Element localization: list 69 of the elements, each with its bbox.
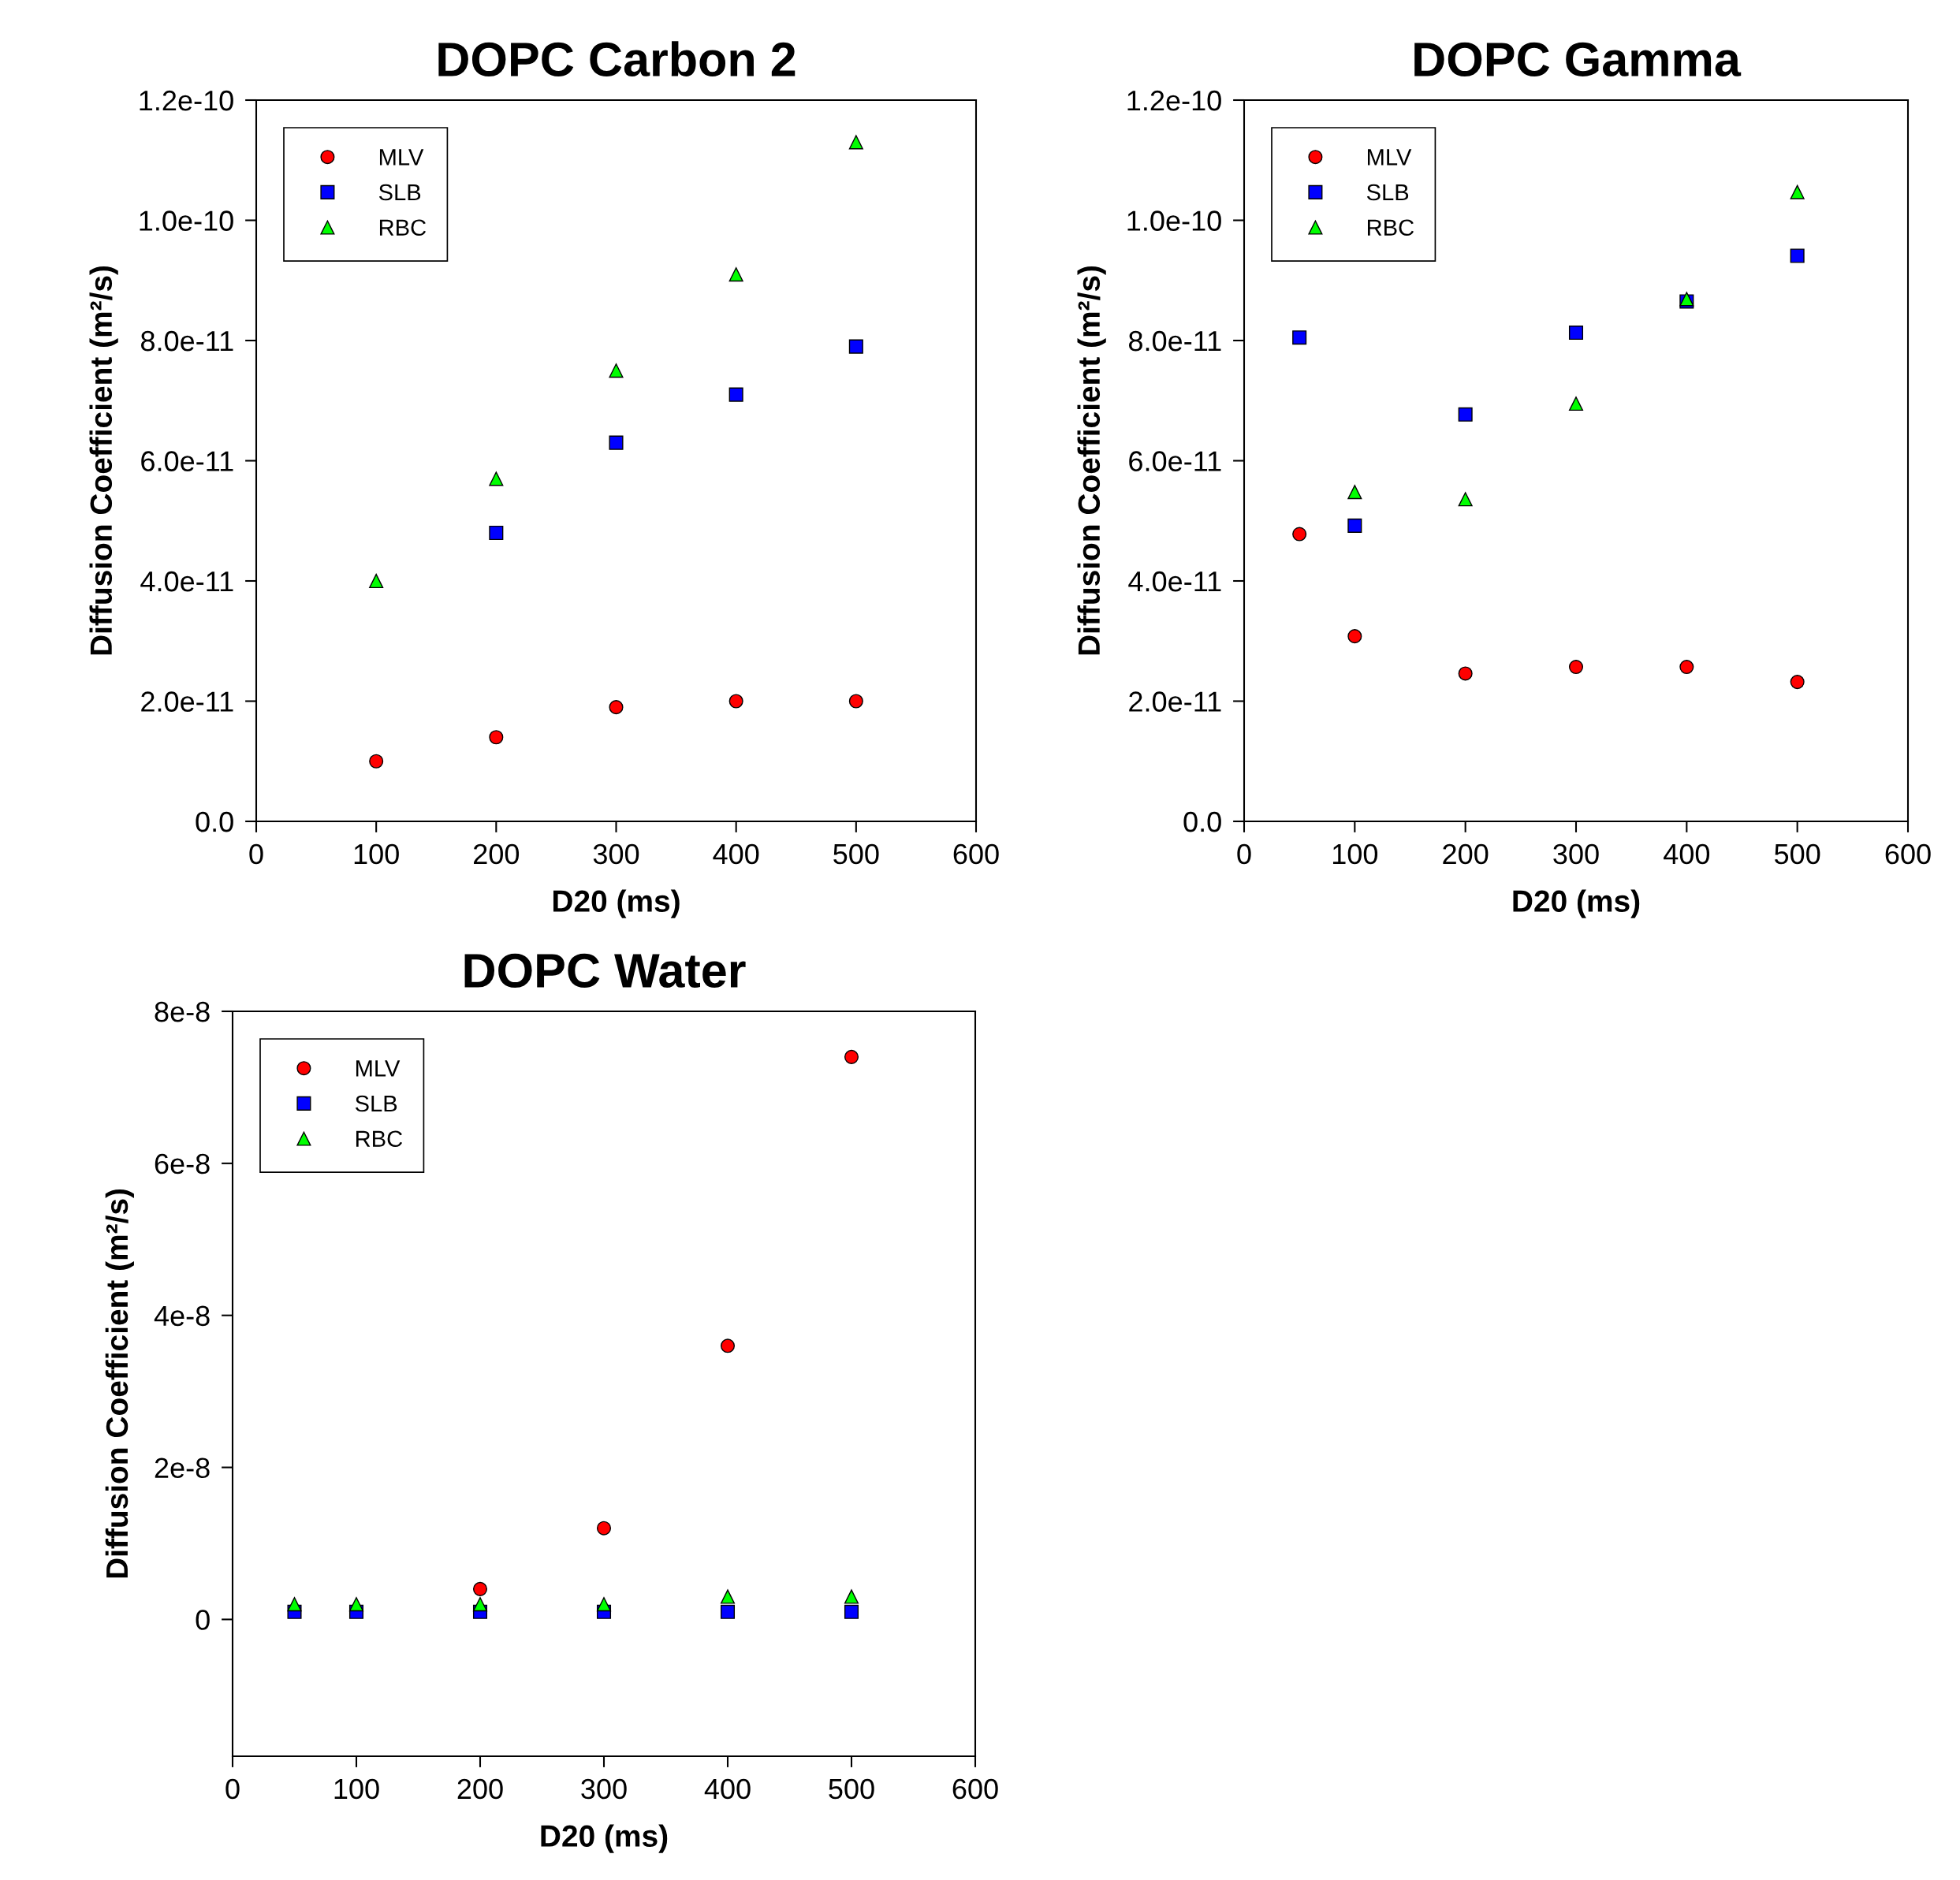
y-tick-label: 8e-8 [155,1001,210,1022]
legend-label: SLB [355,1095,397,1112]
x-tick-label: 600 [953,843,999,865]
point [596,1597,612,1612]
y-tick-label: 1.2e-10 [1127,90,1221,111]
x-tick-label: 200 [1443,843,1489,865]
y-tick-label: 0.0 [196,811,233,832]
y-tick-label: 2e-8 [155,1457,210,1479]
legend-label: MLV [1367,149,1412,166]
chart-title: DOPC Gamma [1414,42,1742,77]
point [472,1581,488,1596]
point [720,1604,736,1619]
y-tick-label: 2.0e-11 [1129,691,1221,712]
legend-label: MLV [379,149,424,166]
x-tick-label: 0 [249,843,263,865]
point [287,1597,302,1612]
chart-title: DOPC Water [464,953,746,988]
legend-label: SLB [1366,184,1409,201]
legend-label: RBC [379,219,427,236]
point [472,1597,488,1612]
x-tick-label: 100 [1332,843,1378,865]
y-tick-label: 1.0e-10 [140,210,233,231]
y-tick-label: 0 [196,1610,210,1630]
x-tick-label: 500 [833,843,879,865]
x-tick-label: 300 [581,1778,627,1800]
y-axis-title: Diffusion Coefficient (m²/s) [1077,266,1106,655]
y-axis-title: Diffusion Coefficient (m²/s) [105,1189,134,1578]
y-axis-title: Diffusion Coefficient (m²/s) [89,266,118,655]
y-tick-label: 8.0e-11 [1128,330,1221,352]
x-tick-label: 500 [1774,843,1820,865]
x-tick-label: 0 [1237,843,1251,865]
y-tick-label: 1.0e-10 [1127,210,1221,231]
x-tick-label: 400 [1664,843,1710,865]
point [720,1338,736,1353]
x-tick-label: 400 [713,843,759,865]
x-tick-label: 600 [952,1778,998,1800]
legend-label: RBC [1367,219,1414,236]
legend-label: MLV [356,1060,401,1077]
y-tick-label: 4.0e-11 [1128,571,1221,592]
point [844,1604,859,1619]
x-axis-title: D20 (ms) [1513,889,1640,918]
x-tick-label: 200 [457,1778,503,1800]
y-tick-label: 6e-8 [155,1153,210,1175]
y-tick-label: 2.0e-11 [141,691,233,712]
point [348,1597,364,1612]
point [596,1521,612,1536]
y-tick-label: 6.0e-11 [141,451,233,471]
y-tick-label: 0.0 [1183,811,1221,832]
legend-label: RBC [356,1130,403,1148]
y-tick-label: 6.0e-11 [1129,451,1221,471]
x-tick-label: 500 [829,1778,874,1800]
legend-label: SLB [378,184,421,201]
y-tick-label: 4e-8 [154,1305,210,1327]
y-tick-label: 4.0e-11 [140,571,233,592]
chart-title: DOPC Carbon 2 [438,41,796,77]
point [844,1049,859,1064]
x-tick-label: 400 [704,1778,751,1800]
x-tick-label: 200 [474,843,520,865]
x-tick-label: 300 [1553,843,1599,865]
x-tick-label: 600 [1885,843,1931,865]
y-tick-label: 1.2e-10 [140,90,233,111]
point [720,1589,736,1604]
y-tick-label: 8.0e-11 [140,330,233,352]
x-axis-title: D20 (ms) [553,889,680,918]
x-axis-title: D20 (ms) [541,1824,668,1853]
x-tick-label: 300 [593,843,639,865]
x-tick-label: 100 [334,1778,379,1800]
x-tick-label: 100 [354,843,399,865]
point [844,1589,859,1604]
